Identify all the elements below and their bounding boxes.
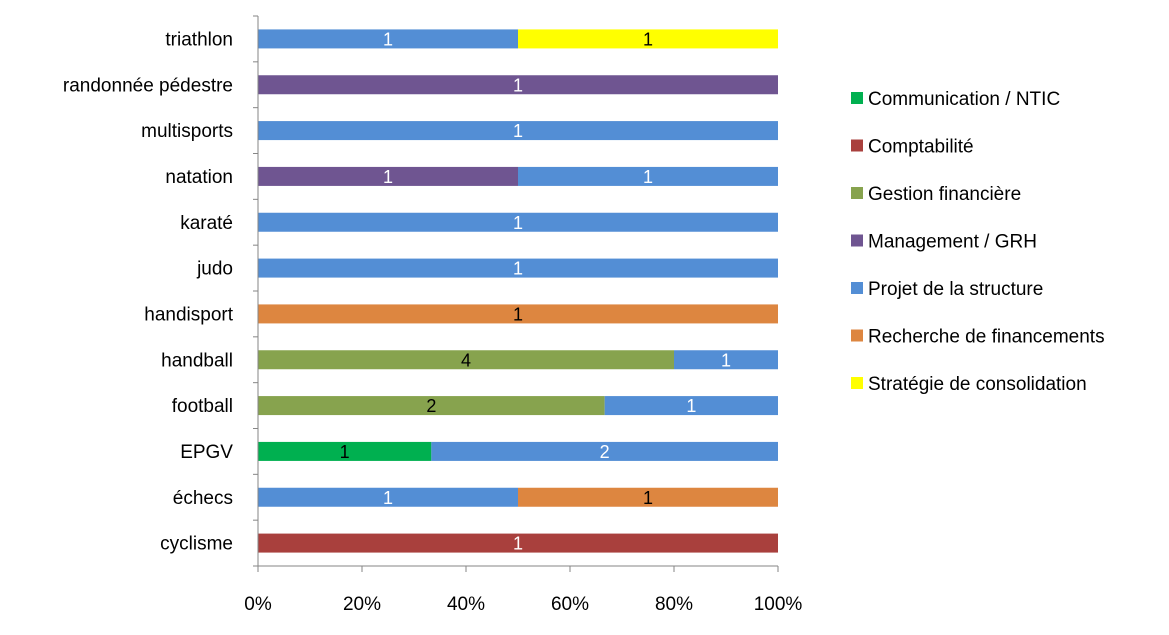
bar-football-projet-de-la-structure [604, 396, 778, 416]
data-label-natation-management-grh: 1 [383, 167, 393, 187]
bars-group [258, 29, 778, 553]
category-label-cyclisme: cyclisme [160, 534, 233, 555]
data-labels: 1 1 1 1 2 2 1 4 1 1 1 1 1 1 1 1 1 1 [340, 29, 731, 553]
data-label-natation-projet-de-la-structure: 1 [643, 167, 653, 187]
bar-cyclisme-comptabilite [258, 533, 778, 553]
legend-item-strategie-de-consolidation: Stratégie de consolidation [851, 374, 1087, 395]
legend-swatch [851, 377, 863, 389]
bar-natation-projet-de-la-structure [518, 166, 778, 186]
x-tick-label: 40% [447, 594, 485, 615]
bar-football-gestion-financiere [258, 396, 605, 416]
data-label-epgv-projet-de-la-structure: 2 [600, 442, 610, 462]
bar-epgv-projet-de-la-structure [431, 441, 778, 461]
bar-multisports-projet-de-la-structure [258, 121, 778, 141]
legend-swatch [851, 187, 863, 199]
data-label-karate-projet-de-la-structure: 1 [513, 213, 523, 233]
category-label-football: football [172, 396, 233, 417]
category-label-karate: karaté [180, 213, 233, 234]
data-label-echecs-projet-de-la-structure: 1 [383, 488, 393, 508]
legend-item-recherche-de-financements: Recherche de financements [851, 327, 1105, 348]
x-tick-label: 20% [343, 594, 381, 615]
x-tick-label: 100% [754, 594, 803, 615]
bar-triathlon-projet-de-la-structure [258, 29, 518, 49]
data-label-handball-projet-de-la-structure: 1 [721, 350, 731, 370]
bar-echecs-recherche-de-financements [518, 487, 778, 507]
bar-handball-projet-de-la-structure [674, 350, 778, 370]
legend-item-communication-ntic: Communication / NTIC [851, 89, 1060, 110]
data-label-judo-projet-de-la-structure: 1 [513, 259, 523, 279]
legend-swatch [851, 139, 863, 152]
legend-label: Communication / NTIC [868, 89, 1060, 110]
legend-swatch [851, 282, 863, 294]
legend-label: Management / GRH [868, 232, 1037, 253]
bar-randonnee-pedestre-management-grh [258, 75, 778, 95]
legend-item-gestion-financiere: Gestion financière [851, 184, 1021, 205]
data-label-multisports-projet-de-la-structure: 1 [513, 121, 523, 141]
bar-karate-projet-de-la-structure [258, 212, 778, 232]
data-label-epgv-communication-ntic: 1 [340, 442, 350, 462]
x-tick-label: 80% [655, 594, 693, 615]
data-label-handball-gestion-financiere: 4 [461, 350, 471, 370]
bar-echecs-projet-de-la-structure [258, 487, 518, 507]
legend: Communication / NTIC Comptabilité Gestion … [851, 89, 1105, 395]
category-label-epgv: EPGV [180, 442, 233, 463]
legend-swatch [851, 234, 863, 247]
data-label-football-projet-de-la-structure: 1 [686, 396, 696, 416]
legend-label: Comptabilité [868, 137, 974, 158]
category-label-triathlon: triathlon [165, 29, 233, 50]
axes-group [253, 15, 779, 572]
x-tick-label: 60% [551, 594, 589, 615]
legend-item-projet-de-la-structure: Projet de la structure [851, 279, 1043, 300]
bar-handball-gestion-financiere [258, 350, 674, 370]
data-label-cyclisme-comptabilite: 1 [513, 534, 523, 554]
legend-swatch [851, 329, 863, 342]
legend-label: Gestion financière [868, 184, 1021, 205]
bar-epgv-communication-ntic [258, 441, 432, 461]
x-tick-label: 0% [244, 594, 272, 615]
data-label-handisport-recherche-de-financements: 1 [513, 304, 523, 324]
data-label-triathlon-strategie-de-consolidation: 1 [643, 29, 653, 49]
category-label-judo: judo [196, 259, 233, 280]
bar-natation-management-grh [258, 166, 518, 186]
data-label-echecs-recherche-de-financements: 1 [643, 488, 653, 508]
category-label-echecs: échecs [173, 488, 233, 509]
bar-judo-projet-de-la-structure [258, 258, 778, 278]
legend-swatch [851, 92, 863, 104]
data-label-triathlon-projet-de-la-structure: 1 [383, 29, 393, 49]
data-label-football-gestion-financiere: 2 [426, 396, 436, 416]
category-label-randonnee-pedestre: randonnée pédestre [63, 75, 233, 96]
legend-label: Stratégie de consolidation [868, 374, 1087, 395]
legend-label: Recherche de financements [868, 327, 1105, 348]
bar-handisport-recherche-de-financements [258, 304, 778, 324]
category-label-multisports: multisports [141, 121, 233, 142]
legend-label: Projet de la structure [868, 279, 1043, 300]
category-labels: cyclisme échecs EPGV football handball handis… [63, 29, 234, 554]
x-tick-labels: 0% 20% 40% 60% 80% 100% [244, 594, 802, 615]
data-label-randonnee-pedestre-management-grh: 1 [513, 75, 523, 95]
bar-triathlon-strategie-de-consolidation [518, 29, 778, 49]
legend-item-management-grh: Management / GRH [851, 232, 1037, 253]
category-label-natation: natation [165, 167, 233, 188]
category-label-handball: handball [161, 350, 233, 371]
category-label-handisport: handisport [144, 304, 233, 325]
legend-item-comptabilite: Comptabilité [851, 137, 974, 158]
